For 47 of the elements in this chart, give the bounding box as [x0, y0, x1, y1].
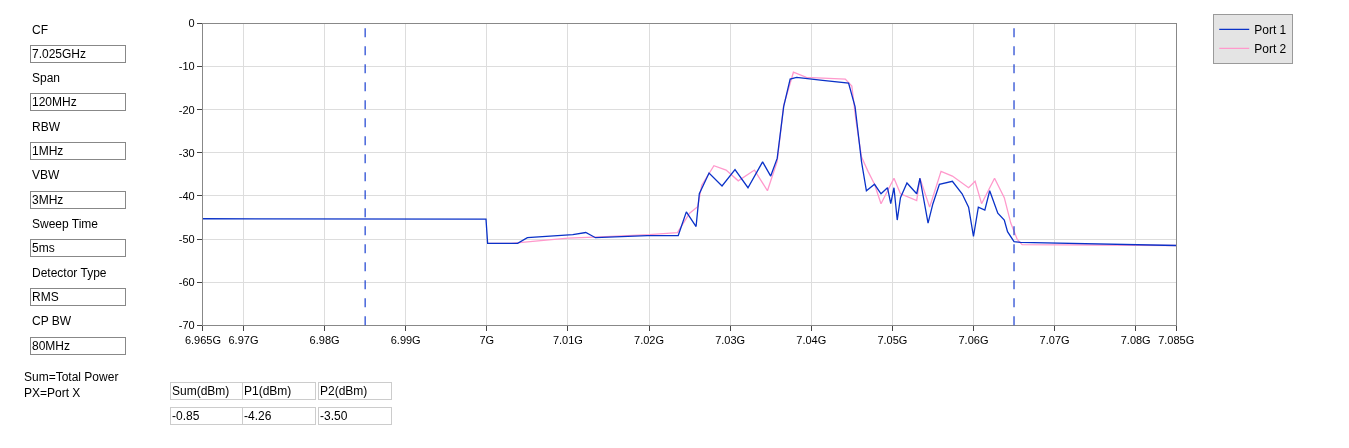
text: 1MHz — [32, 144, 64, 158]
y-tick-label: -40 — [178, 189, 195, 202]
text: 5ms — [32, 241, 55, 255]
y-tick-label: -30 — [178, 146, 195, 159]
x-tick-label: 7.03G — [715, 334, 746, 347]
text: CP BW — [32, 314, 72, 328]
text: 7.025GHz — [32, 47, 87, 61]
legend-label: Port 2 — [1254, 41, 1287, 56]
text: 120MHz — [32, 95, 77, 109]
y-tick-label: -50 — [178, 232, 195, 245]
y-tick-label: -20 — [178, 103, 195, 116]
text: P1(dBm) — [244, 384, 292, 398]
x-tick-label: 7G — [479, 334, 495, 347]
x-tick-label: 6.965G — [184, 334, 221, 347]
text: 3MHz — [32, 193, 64, 207]
y-tick-label: -10 — [178, 60, 195, 73]
text: Sum=Total Power — [24, 370, 119, 384]
text: CF — [32, 23, 48, 37]
y-tick-label: -70 — [178, 319, 195, 332]
x-tick-label: 7.05G — [877, 334, 908, 347]
y-tick-label: 0 — [188, 17, 195, 30]
text: P2(dBm) — [320, 384, 368, 398]
x-tick-label: 7.06G — [958, 334, 989, 347]
x-tick-label: 7.01G — [552, 334, 583, 347]
x-tick-label: 7.08G — [1120, 334, 1151, 347]
text: -3.50 — [320, 409, 348, 423]
y-tick-label: -60 — [178, 275, 195, 288]
text: RMS — [32, 290, 59, 304]
text: RBW — [32, 120, 61, 134]
x-tick-label: 6.97G — [228, 334, 259, 347]
x-tick-label: 7.07G — [1039, 334, 1070, 347]
line-series — [202, 76, 1177, 247]
x-tick-label: 7.02G — [634, 334, 665, 347]
text: -4.26 — [244, 409, 272, 423]
text: PX=Port X — [24, 386, 81, 400]
text: Detector Type — [32, 266, 107, 280]
text: VBW — [32, 168, 61, 182]
text: 80MHz — [32, 339, 71, 353]
x-tick-label: 6.98G — [309, 334, 340, 347]
text: Sum(dBm) — [172, 384, 230, 398]
text: Span — [32, 71, 61, 85]
legend-label: Port 1 — [1254, 22, 1287, 37]
x-tick-label: 7.085G — [1158, 334, 1195, 347]
text: -0.85 — [172, 409, 200, 423]
x-tick-label: 6.99G — [390, 334, 421, 347]
x-tick-label: 7.04G — [796, 334, 827, 347]
text: Sweep Time — [32, 217, 99, 231]
